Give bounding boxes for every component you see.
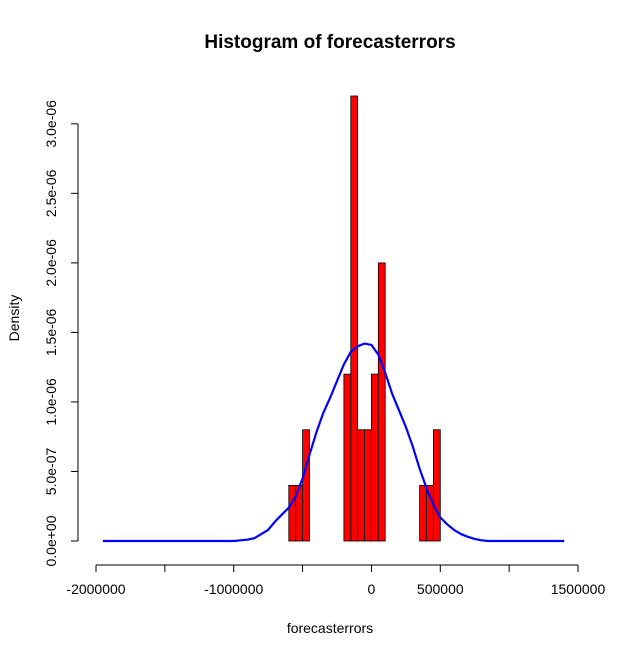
y-axis-label: Density bbox=[6, 295, 22, 342]
y-tick-label: 3.0e-06 bbox=[43, 100, 59, 148]
y-axis: 0.0e+00 5.0e-07 1.0e-06 1.5e-06 2.0e-06 2.5e-… bbox=[43, 100, 79, 567]
histogram-bar bbox=[377, 262, 386, 542]
histogram-bar bbox=[302, 429, 310, 542]
histogram-bar bbox=[364, 429, 372, 542]
y-tick-label: 0.0e+00 bbox=[43, 515, 59, 566]
histogram-bar bbox=[343, 373, 352, 542]
histogram-bar bbox=[432, 429, 441, 542]
histogram-bar bbox=[288, 484, 297, 542]
bars bbox=[288, 95, 441, 542]
x-tick-label: 0 bbox=[368, 581, 376, 597]
x-tick-label: 1500000 bbox=[551, 581, 606, 597]
density-curve bbox=[102, 342, 565, 543]
y-tick-label: 5.0e-07 bbox=[43, 448, 59, 496]
histogram-bar bbox=[357, 429, 365, 542]
histogram-bar bbox=[371, 373, 379, 542]
x-axis: -2000000 -1000000 0 500000 1500000 bbox=[66, 564, 606, 597]
x-tick-label: 500000 bbox=[417, 581, 464, 597]
x-tick-label: -2000000 bbox=[66, 581, 125, 597]
histogram-bar bbox=[350, 95, 359, 542]
y-tick-label: 1.0e-06 bbox=[43, 378, 59, 426]
x-axis-label: forecasterrors bbox=[287, 620, 373, 636]
x-tick-label: -1000000 bbox=[204, 581, 263, 597]
histogram-bar bbox=[419, 484, 427, 542]
y-tick-label: 2.5e-06 bbox=[43, 169, 59, 217]
y-tick-label: 2.0e-06 bbox=[43, 239, 59, 287]
y-tick-label: 1.5e-06 bbox=[43, 308, 59, 356]
chart-title: Histogram of forecasterrors bbox=[204, 32, 455, 53]
